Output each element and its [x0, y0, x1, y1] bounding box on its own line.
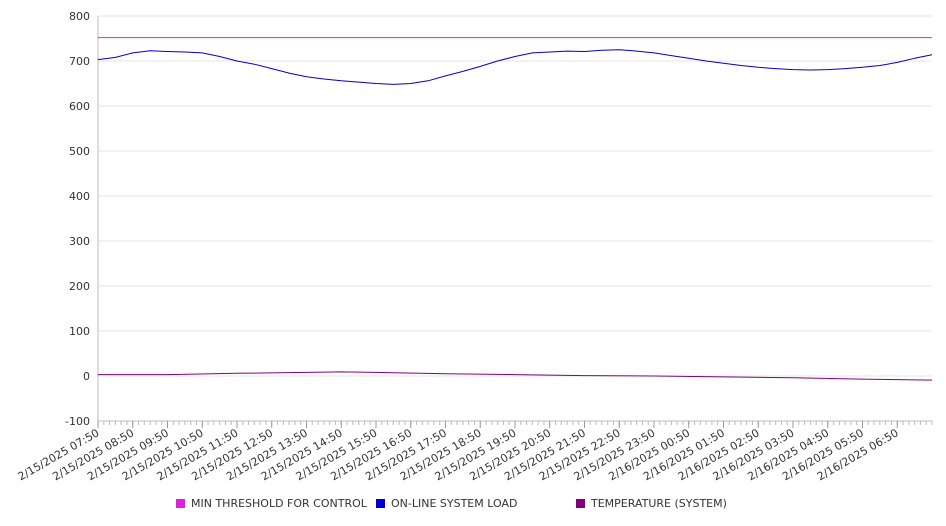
legend-swatch-min-threshold [176, 499, 185, 508]
legend-item-min-threshold: MIN THRESHOLD FOR CONTROL [176, 497, 367, 510]
y-tick-label: 800 [69, 10, 90, 23]
legend: MIN THRESHOLD FOR CONTROL ON-LINE SYSTEM… [0, 497, 946, 515]
y-tick-label: 700 [69, 55, 90, 68]
y-tick-label: 100 [69, 325, 90, 338]
x-axis-ticks: 2/15/2025 07:502/15/2025 08:502/15/2025 … [16, 421, 933, 483]
y-tick-label: 600 [69, 100, 90, 113]
series-line-1 [97, 49, 933, 85]
legend-label-system-load: ON-LINE SYSTEM LOAD [391, 497, 518, 510]
series-lines [97, 37, 933, 381]
legend-item-temperature: TEMPERATURE (SYSTEM) [576, 497, 727, 510]
y-tick-label: 200 [69, 280, 90, 293]
series-line-2 [98, 371, 933, 381]
legend-swatch-system-load [376, 499, 385, 508]
legend-item-system-load: ON-LINE SYSTEM LOAD [376, 497, 517, 510]
y-tick-label: 300 [69, 235, 90, 248]
y-tick-label: -100 [65, 415, 90, 428]
y-tick-label: 0 [83, 370, 90, 383]
gridlines [98, 15, 932, 422]
y-tick-label: 500 [69, 145, 90, 158]
legend-swatch-temperature [576, 499, 585, 508]
y-tick-label: 400 [69, 190, 90, 203]
y-axis-ticks: -100 0 100 200 300 400 500 600 700 800 [65, 10, 90, 428]
axes [97, 16, 932, 422]
legend-label-temperature: TEMPERATURE (SYSTEM) [591, 497, 727, 510]
legend-label-min-threshold: MIN THRESHOLD FOR CONTROL [191, 497, 367, 510]
chart-plot: -100 0 100 200 300 400 500 600 700 800 2/15/2025 … [16, 10, 933, 483]
